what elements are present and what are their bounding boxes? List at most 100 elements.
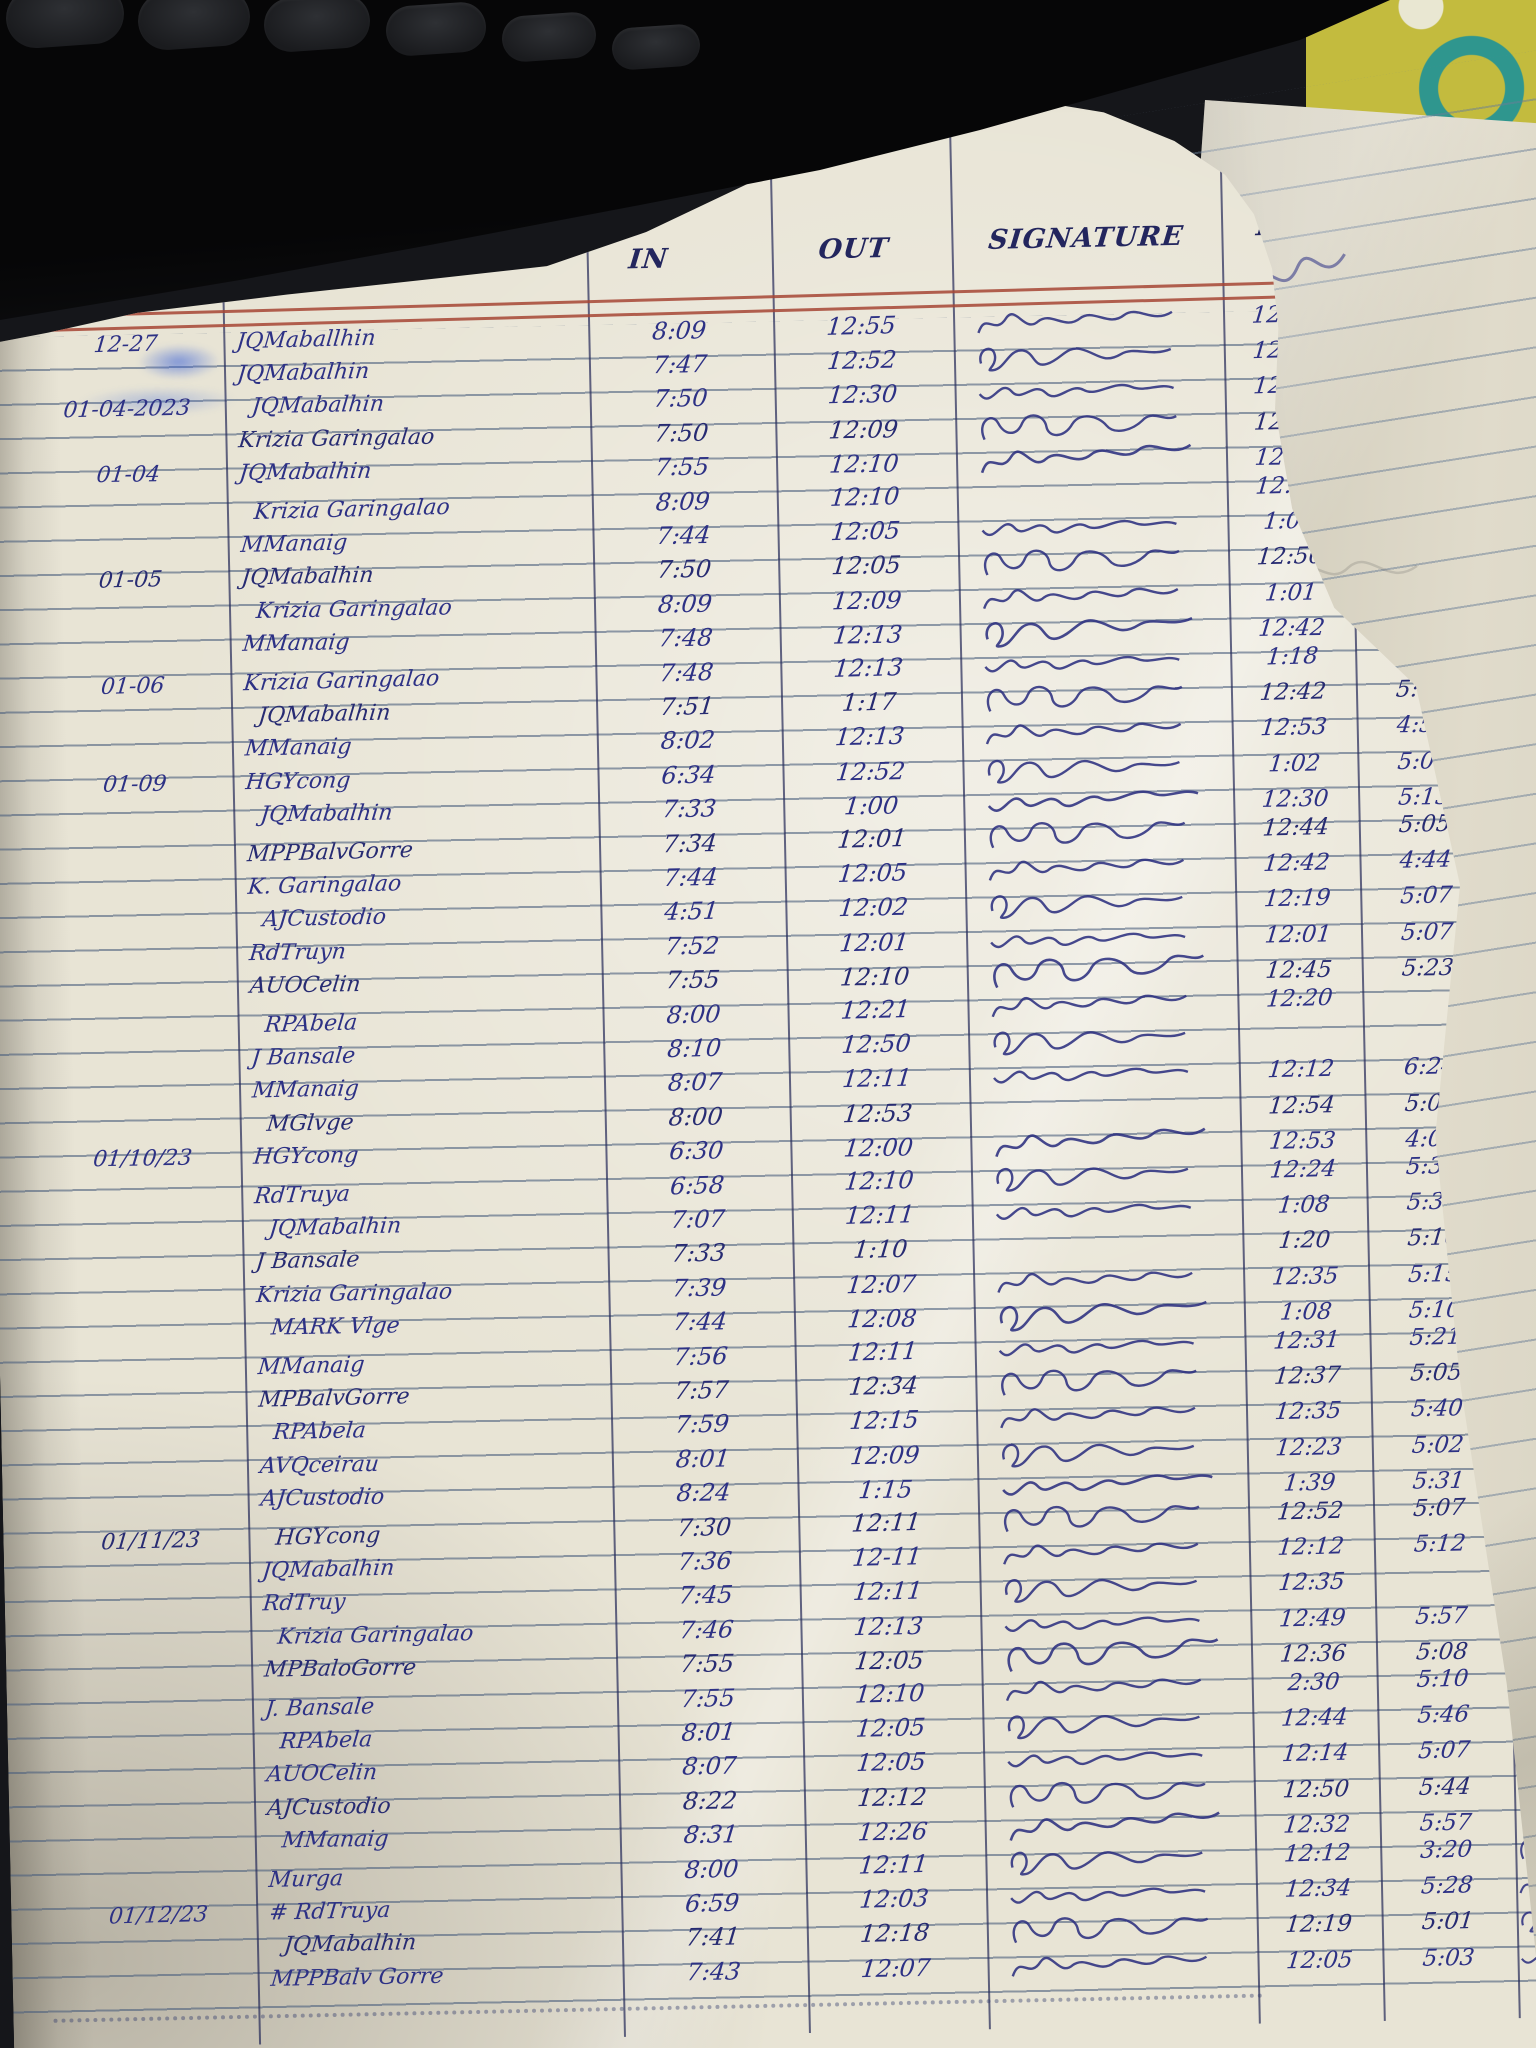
am-signature-cell xyxy=(975,748,1226,787)
am-out-cell: 12:00 xyxy=(842,1133,915,1163)
signature-scribble-icon xyxy=(1004,1840,1220,1878)
am-out-cell: 12:11 xyxy=(857,1849,930,1880)
am-in-cell: 7:47 xyxy=(651,350,709,380)
table-row: Murga 8:00 12:11 12:12 3:20 xyxy=(10,1830,1536,1905)
pm-in-cell: 12:44 xyxy=(1261,813,1331,842)
date-cell xyxy=(56,1654,250,1691)
am-signature-cell xyxy=(988,1361,1239,1401)
signature-scribble-icon xyxy=(974,433,1208,479)
pm-in-cell: 12:44 xyxy=(1280,1704,1349,1732)
am-signature-cell xyxy=(969,441,1220,479)
am-in-cell: 7:36 xyxy=(676,1546,734,1577)
am-out-cell: 12:10 xyxy=(828,482,901,512)
am-out-cell: 12:11 xyxy=(843,1200,916,1231)
am-in-cell: 8:01 xyxy=(674,1443,732,1474)
am-in-cell: 8:31 xyxy=(682,1819,740,1849)
am-signature-cell xyxy=(996,1738,1247,1777)
pm-in-cell: 12:20 xyxy=(1264,984,1334,1013)
am-out-cell: 12:05 xyxy=(829,516,902,547)
am-out-cell: 12:18 xyxy=(858,1918,931,1949)
am-out-cell: 12:11 xyxy=(850,1507,923,1538)
am-signature-cell xyxy=(987,1325,1238,1366)
am-signature-cell xyxy=(997,1809,1248,1847)
am-signature-cell xyxy=(994,1638,1245,1676)
table-row: MPPBalv Gorre 7:43 12:07 12:05 5:03 xyxy=(12,1939,1536,2002)
am-out-cell: 12:11 xyxy=(851,1576,924,1607)
am-signature-cell xyxy=(972,577,1223,616)
date-cell xyxy=(48,1246,241,1284)
pm-in-cell: 12:35 xyxy=(1270,1262,1340,1291)
signature-scribble-icon xyxy=(992,1262,1208,1298)
pm-out-cell: 5:28 xyxy=(1419,1872,1475,1900)
signature-scribble-icon xyxy=(981,775,1215,821)
am-in-cell: 8:09 xyxy=(656,589,714,619)
keyboard-key xyxy=(262,0,372,54)
pm-in-cell: 12:12 xyxy=(1276,1533,1346,1562)
am-out-cell: 12:13 xyxy=(833,722,906,752)
date-cell xyxy=(59,1759,252,1797)
am-signature-cell xyxy=(984,1155,1235,1196)
am-signature-cell xyxy=(978,883,1229,922)
am-out-cell: 12-11 xyxy=(851,1542,923,1573)
am-in-cell: 7:57 xyxy=(673,1375,730,1406)
signature-scribble-icon xyxy=(977,543,1193,579)
name-cell: MManaig xyxy=(280,1826,390,1854)
pm-in-cell: 12:31 xyxy=(1272,1326,1341,1355)
signature-scribble-icon xyxy=(985,920,1201,956)
am-signature-cell xyxy=(979,919,1230,958)
signature-scribble-icon xyxy=(974,407,1190,443)
table-row: J. Bansale 7:55 12:10 2:30 5:10 xyxy=(7,1659,1536,1734)
signature-scribble-icon xyxy=(983,850,1199,887)
pm-in-cell: 12:35 xyxy=(1273,1398,1343,1426)
name-cell: JQMabalhin xyxy=(259,800,394,828)
am-out-cell: 1:00 xyxy=(842,791,900,821)
signature-scribble-icon xyxy=(990,1156,1206,1194)
signature-scribble-icon xyxy=(973,337,1189,374)
am-in-cell: 6:30 xyxy=(667,1136,725,1166)
am-out-cell: 12:10 xyxy=(843,1165,916,1196)
table-row: MPPBalvGorre 7:34 12:01 12:44 5:05 xyxy=(0,804,1536,879)
pm-in-cell: 12:12 xyxy=(1266,1056,1336,1084)
am-out-cell: 12:01 xyxy=(836,823,908,854)
am-signature-cell xyxy=(984,1190,1235,1230)
date-cell: 01-04 xyxy=(95,461,162,488)
pm-out-cell: 5:10 xyxy=(1415,1665,1470,1693)
date-cell xyxy=(41,937,235,975)
am-out-cell: 12:08 xyxy=(845,1304,919,1334)
am-signature-cell xyxy=(968,406,1219,445)
am-out-cell: 12:52 xyxy=(825,345,898,376)
signature-scribble-icon xyxy=(997,1498,1213,1536)
signature-scribble-icon xyxy=(1006,1911,1222,1947)
pm-in-cell: 12:12 xyxy=(1282,1839,1352,1868)
table-row: J Bansale 8:10 12:50 xyxy=(0,1011,1536,1082)
am-signature-cell xyxy=(992,1567,1243,1606)
am-in-cell: 7:50 xyxy=(652,418,710,448)
signature-scribble-icon xyxy=(982,814,1198,852)
am-out-cell: 12:05 xyxy=(830,551,903,581)
pm-out-cell: 5:46 xyxy=(1416,1701,1471,1729)
am-in-cell: 8:00 xyxy=(683,1854,740,1885)
am-in-cell: 7:44 xyxy=(655,521,712,551)
pm-in-cell: 12:42 xyxy=(1262,849,1331,878)
pm-out-cell: 5:07 xyxy=(1417,1737,1472,1765)
am-signature-cell xyxy=(990,1467,1241,1505)
signature-scribble-icon xyxy=(986,985,1202,1023)
am-in-cell: 7:51 xyxy=(658,691,716,722)
signature-scribble-icon xyxy=(996,1459,1230,1505)
date-cell xyxy=(59,1792,253,1830)
am-period-label: A.M xyxy=(673,158,740,191)
am-out-cell: 12:26 xyxy=(856,1816,929,1847)
signature-scribble-icon xyxy=(984,885,1200,921)
signature-scribble-icon xyxy=(988,1056,1204,1092)
am-in-cell: 7:33 xyxy=(660,794,718,824)
am-out-cell: 12:15 xyxy=(848,1405,921,1436)
signature-scribble-icon xyxy=(1003,1801,1237,1847)
am-signature-cell xyxy=(967,370,1218,409)
table-row: JQMabalhin 7:36 12-11 12:12 5:12 xyxy=(4,1524,1536,1595)
date-cell xyxy=(39,799,233,836)
pm-out-cell: 3:20 xyxy=(1419,1836,1474,1864)
date-cell xyxy=(52,1450,246,1488)
am-in-cell: 6:59 xyxy=(683,1888,741,1919)
pm-in-cell: 12:53 xyxy=(1259,714,1329,742)
am-signature-cell xyxy=(990,1432,1241,1471)
